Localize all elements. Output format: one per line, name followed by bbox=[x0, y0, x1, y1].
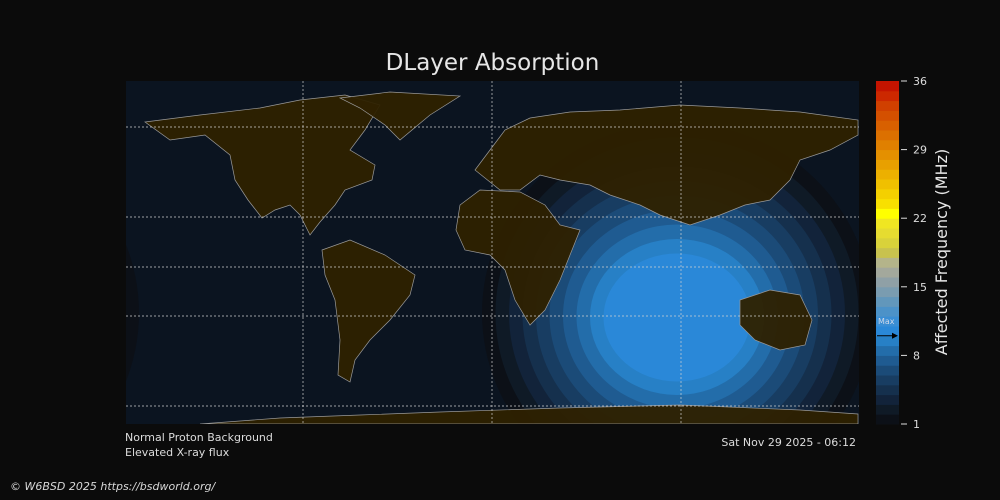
colorbar-segment bbox=[876, 130, 899, 141]
colorbar-segment bbox=[876, 296, 899, 307]
status-left: Normal Proton Background Elevated X-ray … bbox=[125, 430, 273, 460]
colorbar-segment bbox=[876, 228, 899, 239]
colorbar-segment bbox=[876, 198, 899, 209]
colorbar-segment bbox=[876, 139, 899, 151]
colorbar-segment bbox=[876, 81, 899, 92]
africa bbox=[455, 189, 581, 326]
colorbar-segment bbox=[876, 208, 899, 219]
colorbar-segment bbox=[876, 188, 899, 200]
absorption-contour bbox=[0, 138, 126, 490]
colorbar-segment bbox=[876, 335, 899, 347]
eurasia bbox=[474, 104, 859, 226]
colorbar-segment bbox=[876, 257, 899, 268]
absorption-contour bbox=[0, 196, 72, 436]
colorbar-tick-label: 8 bbox=[913, 349, 920, 362]
colorbar bbox=[876, 81, 899, 425]
colorbar-segment bbox=[876, 218, 899, 229]
colorbar-segment bbox=[876, 247, 899, 258]
max-marker: Max bbox=[877, 317, 898, 339]
colorbar-segment bbox=[876, 267, 899, 278]
colorbar-segment bbox=[876, 110, 899, 121]
australia bbox=[739, 289, 813, 351]
colorbar-tick-label: 29 bbox=[913, 144, 927, 157]
colorbar-segment bbox=[876, 404, 899, 415]
colorbar-tick-label: 15 bbox=[913, 281, 927, 294]
colorbar-segment bbox=[876, 394, 899, 405]
absorption-contours bbox=[0, 123, 859, 490]
colorbar-segment bbox=[876, 375, 899, 386]
absorption-contour bbox=[603, 253, 751, 382]
proton-status: Normal Proton Background bbox=[125, 431, 273, 444]
absorption-contour bbox=[0, 225, 45, 409]
colorbar-segment bbox=[876, 286, 899, 298]
colorbar-segment bbox=[876, 179, 899, 190]
colorbar-segment bbox=[876, 326, 899, 337]
colorbar-segment bbox=[876, 100, 899, 111]
colorbar-segment bbox=[876, 237, 899, 249]
colorbar-segment bbox=[876, 306, 899, 317]
graticule bbox=[126, 81, 859, 424]
colorbar-segment bbox=[876, 149, 899, 160]
south-america bbox=[321, 239, 416, 383]
colorbar-segment bbox=[876, 277, 899, 288]
colorbar-segment bbox=[876, 365, 899, 376]
absorption-contour bbox=[0, 152, 112, 476]
colorbar-label: Affected Frequency (MHz) bbox=[932, 149, 951, 355]
colorbar-segment bbox=[876, 316, 899, 327]
colorbar-segment bbox=[876, 159, 899, 170]
colorbar-segment bbox=[876, 169, 899, 180]
colorbar-tick-label: 22 bbox=[913, 212, 927, 225]
colorbar-tick-label: 1 bbox=[913, 418, 920, 431]
absorption-contour bbox=[0, 239, 31, 395]
copyright: © W6BSD 2025 https://bsdworld.org/ bbox=[10, 480, 216, 493]
antarctica bbox=[199, 404, 859, 424]
continents bbox=[144, 91, 859, 424]
absorption-contour bbox=[0, 254, 18, 382]
colorbar-segment bbox=[876, 414, 899, 425]
absorption-contour bbox=[0, 181, 85, 449]
colorbar-tick-label: 36 bbox=[913, 75, 927, 88]
colorbar-segment bbox=[876, 90, 899, 102]
greenland bbox=[338, 91, 462, 141]
colorbar-segment bbox=[876, 345, 899, 356]
chart-title: DLayer Absorption bbox=[385, 50, 600, 76]
north-america bbox=[144, 94, 381, 236]
xray-status: Elevated X-ray flux bbox=[125, 446, 230, 459]
timestamp: Sat Nov 29 2025 - 06:12 bbox=[721, 436, 856, 449]
max-marker-label: Max bbox=[878, 317, 895, 326]
colorbar-segment bbox=[876, 384, 899, 396]
colorbar-segment bbox=[876, 120, 899, 131]
colorbar-ticks: 36 29 22 15 8 1 bbox=[901, 75, 927, 431]
absorption-contour bbox=[126, 244, 139, 382]
absorption-contour bbox=[0, 167, 99, 463]
colorbar-segment bbox=[876, 355, 899, 366]
absorption-contour bbox=[0, 210, 58, 422]
